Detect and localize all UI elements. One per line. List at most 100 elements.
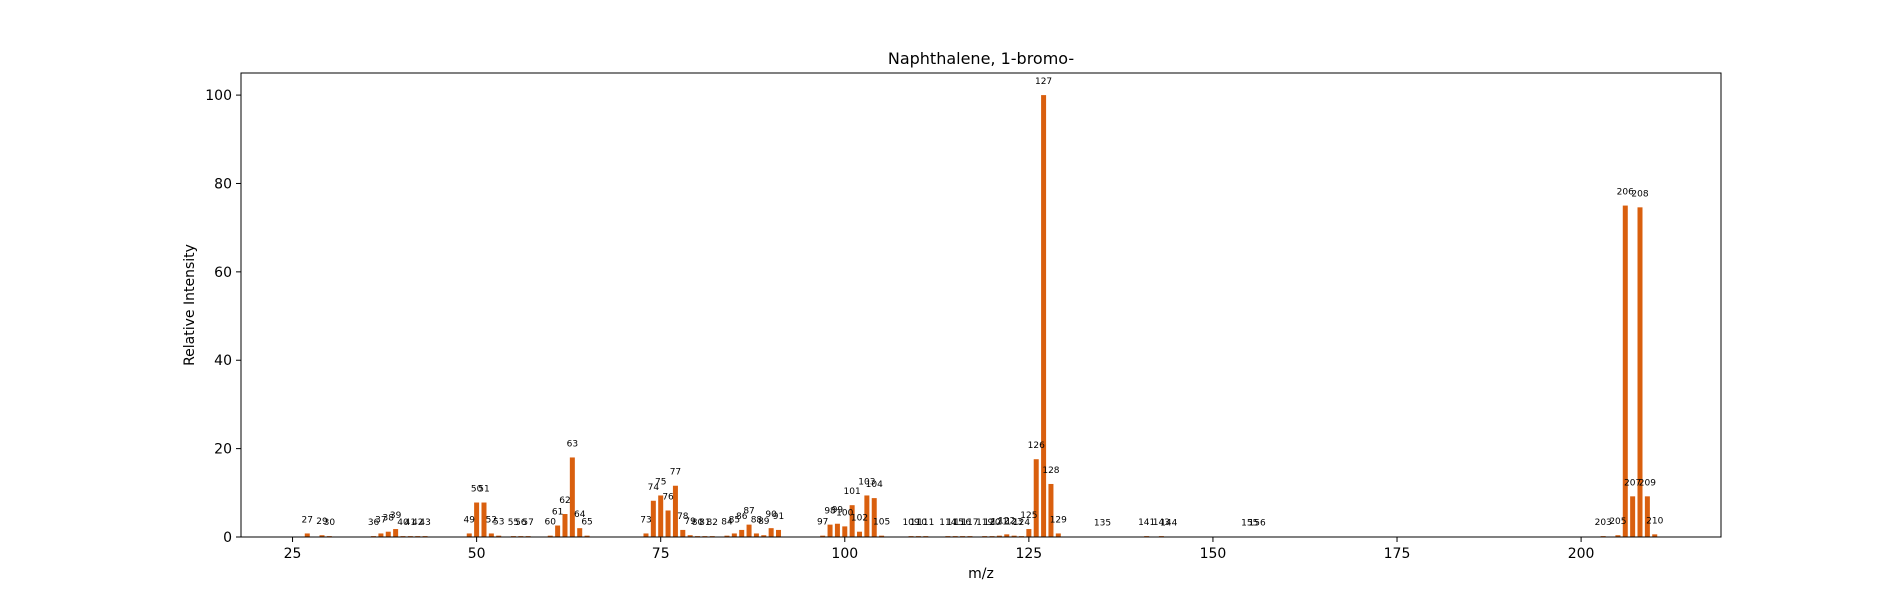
bar-label-mz-203: 203 [1595,518,1612,528]
bar-mz-50 [474,502,480,537]
bar-label-mz-73: 73 [640,515,651,525]
bar-label-mz-79: 79 [684,517,696,527]
x-tick-label-50: 50 [468,546,486,562]
bar-label-mz-124: 124 [1013,518,1030,528]
bar-label-mz-65: 65 [581,518,592,528]
bar-label-mz-43: 43 [419,518,430,528]
bar-label-mz-117: 117 [961,518,978,528]
bar-mz-61 [555,525,561,537]
bar-label-mz-56: 56 [515,518,527,528]
bar-label-mz-76: 76 [662,492,674,502]
bar-mz-129 [1055,533,1061,537]
bar-label-mz-55: 55 [508,518,519,528]
bar-mz-85 [731,533,737,537]
bar-mz-91 [776,529,782,537]
bar-label-mz-120: 120 [983,518,1000,528]
bar-label-mz-85: 85 [729,515,740,525]
bar-mz-205 [1615,535,1621,537]
y-tick-label-0: 0 [223,530,232,546]
bar-mz-101 [849,505,855,537]
bar-label-mz-101: 101 [844,487,861,497]
bar-mz-79 [687,535,693,537]
bar-label-mz-209: 209 [1639,478,1656,488]
bar-mz-39 [393,529,399,537]
bar-mz-27 [304,533,310,537]
bar-mz-77 [672,485,678,537]
bar-mz-103 [864,495,870,537]
bar-mz-126 [1033,459,1039,537]
bar-mz-209 [1644,496,1650,537]
bar-label-mz-125: 125 [1020,511,1037,521]
bar-label-mz-99: 99 [832,506,844,516]
bar-label-mz-116: 116 [954,518,971,528]
bar-mz-123 [1011,535,1017,537]
bar-label-mz-208: 208 [1631,189,1648,199]
bar-label-mz-40: 40 [397,518,409,528]
bar-label-mz-57: 57 [522,518,533,528]
y-axis-label: Relative Intensity [182,244,198,366]
bar-label-mz-88: 88 [751,515,763,525]
bar-label-mz-42: 42 [412,518,423,528]
bar-mz-75 [658,495,664,537]
bar-label-mz-91: 91 [773,512,784,522]
bar-label-mz-50: 50 [471,485,483,495]
bar-mz-62 [562,514,568,537]
bar-label-mz-155: 155 [1241,519,1258,529]
bar-label-mz-89: 89 [758,517,770,527]
bar-label-mz-62: 62 [559,496,570,506]
bar-mz-90 [768,528,774,537]
bar-mz-63 [569,457,575,537]
bar-mz-88 [753,533,759,537]
bar-label-mz-144: 144 [1160,519,1177,529]
bar-label-mz-114: 114 [939,518,956,528]
bar-mz-76 [665,510,671,537]
bar-label-mz-78: 78 [677,512,689,522]
bar-label-mz-143: 143 [1153,518,1170,528]
bar-mz-89 [761,535,767,537]
bar-mz-127 [1041,95,1047,537]
bar-label-mz-206: 206 [1617,188,1634,198]
bar-label-mz-141: 141 [1138,518,1155,528]
bar-label-mz-81: 81 [699,518,710,528]
bar-label-mz-77: 77 [670,468,681,478]
bar-label-mz-111: 111 [917,518,934,528]
bar-mz-210 [1652,534,1658,537]
y-tick-label-100: 100 [205,88,232,104]
bar-label-mz-49: 49 [464,515,476,525]
bar-label-mz-61: 61 [552,508,563,518]
bar-label-mz-80: 80 [692,518,704,528]
bar-mz-38 [385,531,391,537]
bar-mz-121 [996,535,1002,537]
bar-mz-206 [1622,205,1628,537]
bar-label-mz-30: 30 [324,518,336,528]
bar-label-mz-100: 100 [836,508,853,518]
bar-mz-74 [650,500,656,537]
bar-mz-53 [496,535,502,537]
bar-mz-208 [1637,207,1643,537]
bar-mz-98 [827,524,833,537]
bar-label-mz-123: 123 [1006,518,1023,528]
bar-label-mz-82: 82 [707,518,718,528]
bar-mz-29 [319,535,325,537]
bar-mz-37 [378,533,384,537]
bar-label-mz-29: 29 [316,517,328,527]
bar-label-mz-90: 90 [765,510,777,520]
bar-label-mz-119: 119 [976,518,993,528]
bar-mz-125 [1026,529,1032,537]
bar-mz-128 [1048,483,1054,537]
bar-mz-105 [879,535,885,537]
bar-label-mz-103: 103 [858,477,875,487]
bar-mz-86 [739,529,745,537]
x-tick-label-75: 75 [652,546,670,562]
bar-label-mz-126: 126 [1028,441,1045,451]
bar-label-mz-52: 52 [486,515,497,525]
bar-label-mz-38: 38 [383,514,395,524]
bar-label-mz-109: 109 [902,518,919,528]
bar-mz-97 [820,535,826,537]
bar-label-mz-122: 122 [998,516,1015,526]
x-tick-label-25: 25 [284,546,302,562]
bar-label-mz-39: 39 [390,511,402,521]
y-tick-label-80: 80 [214,176,232,192]
